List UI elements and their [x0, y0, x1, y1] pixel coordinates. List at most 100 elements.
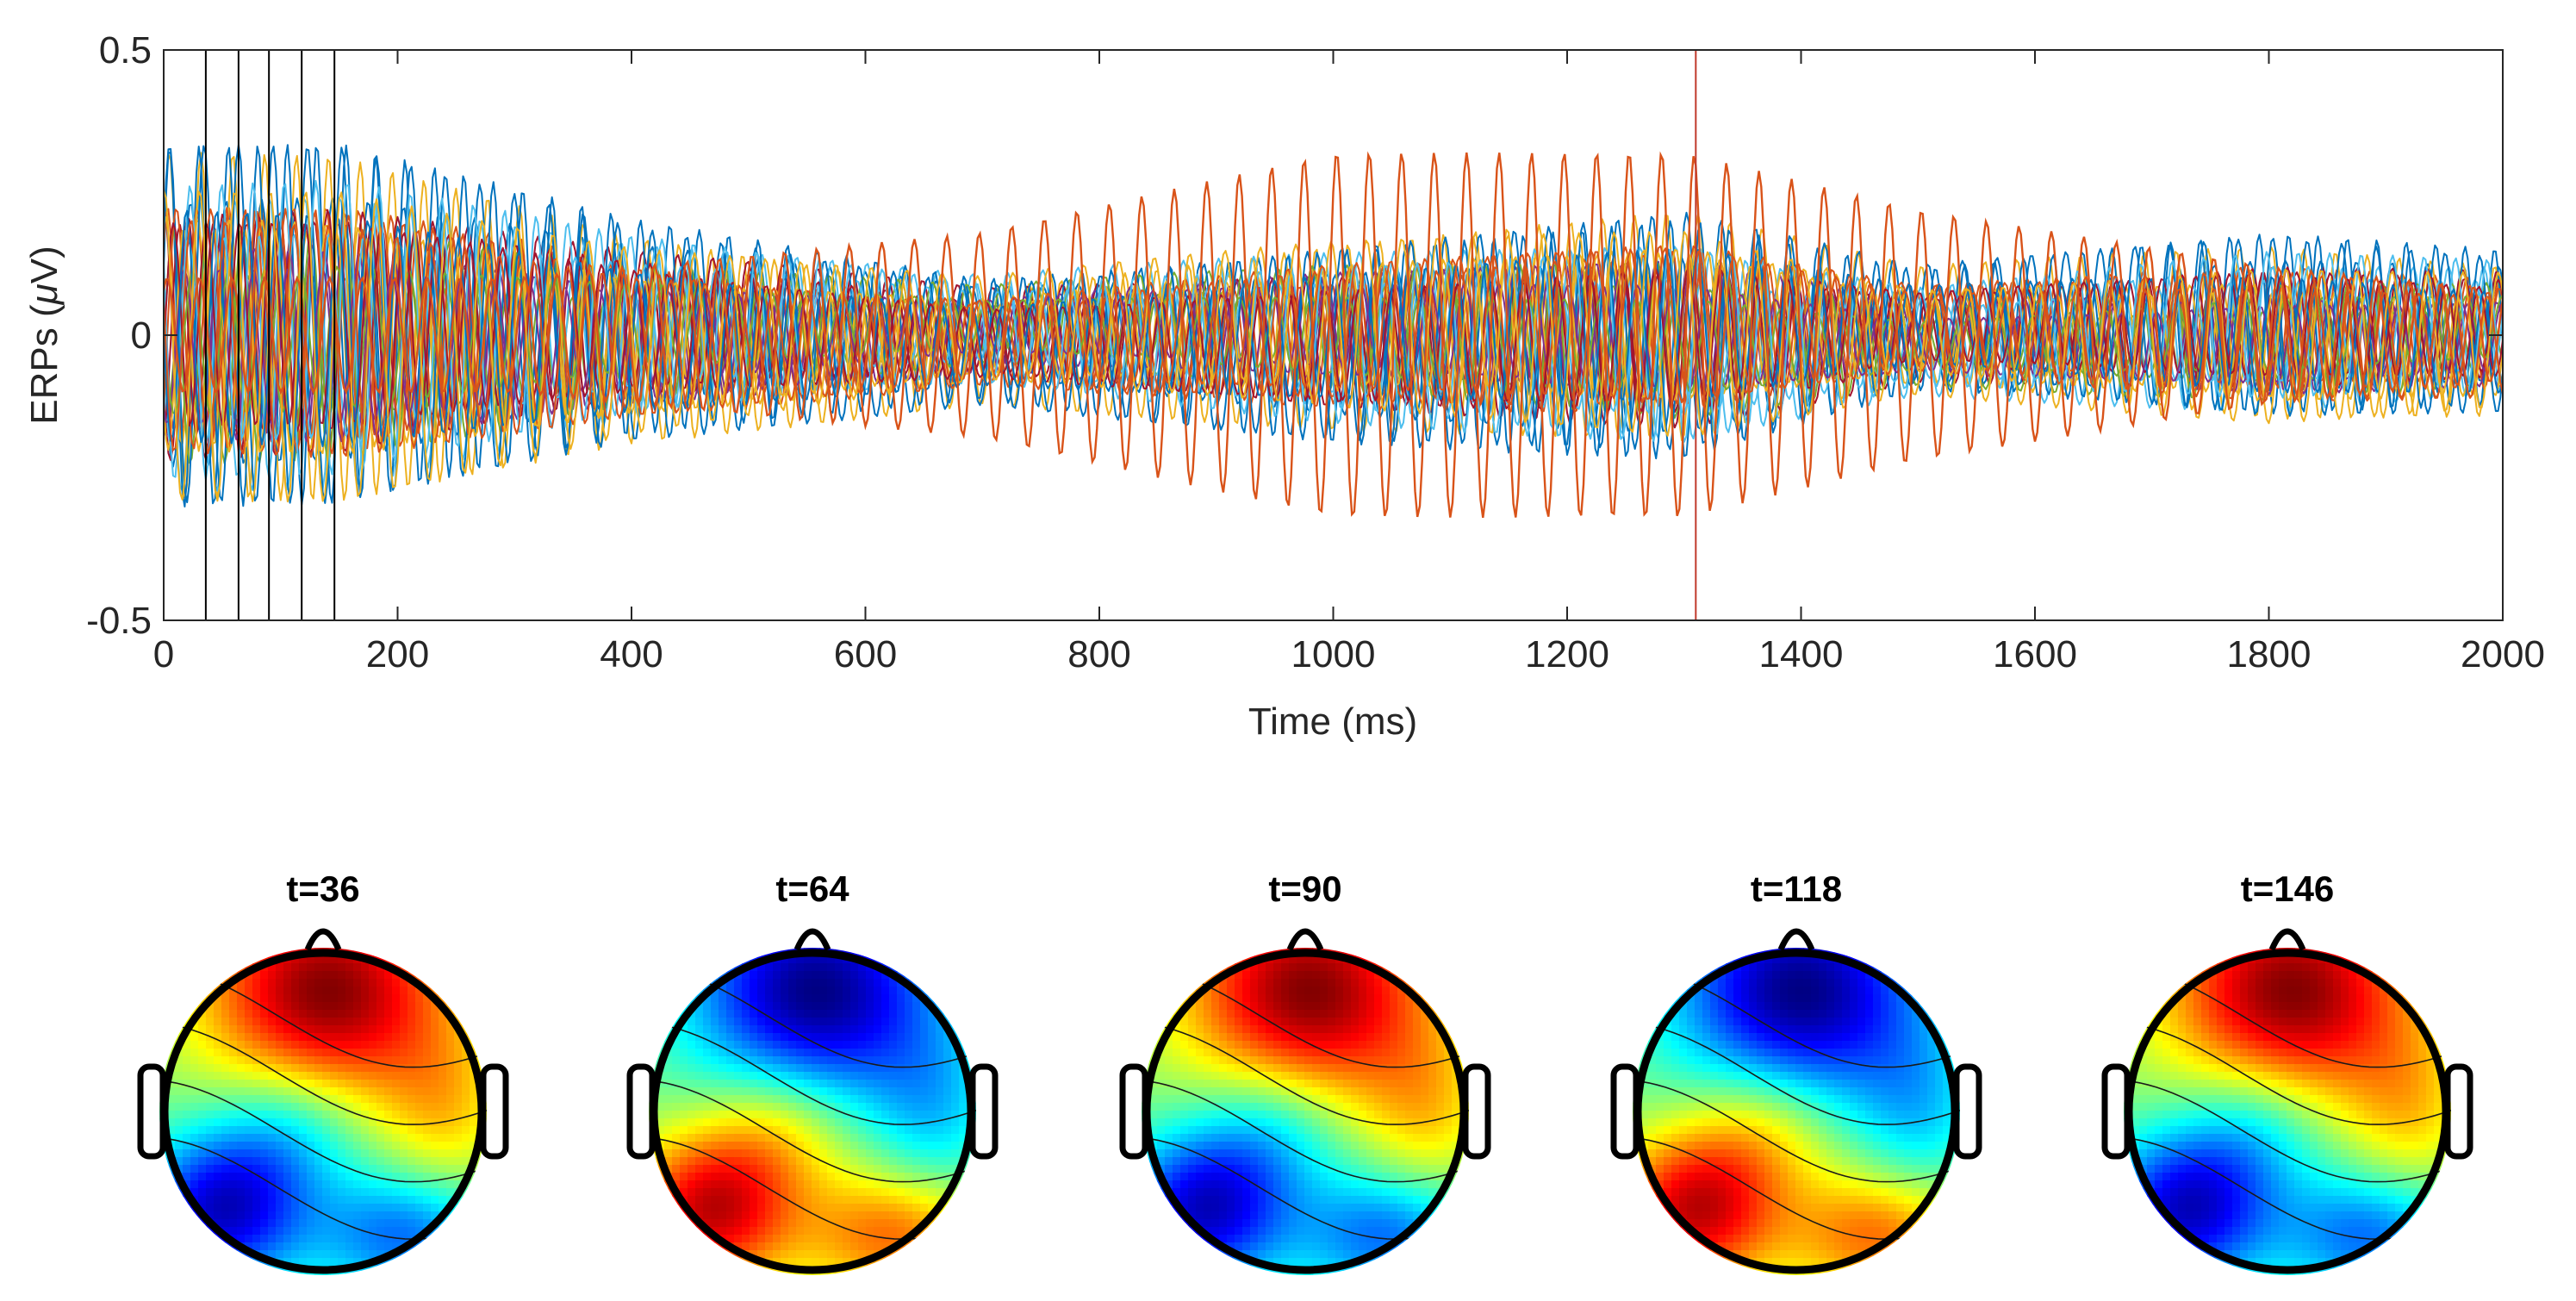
- topo-cell: [1382, 1056, 1391, 1065]
- topo-cell: [214, 1002, 222, 1011]
- topo-cell: [237, 1056, 246, 1065]
- topo-cell: [1281, 1025, 1290, 1034]
- topo-cell: [781, 1002, 789, 1011]
- topo-cell: [1273, 1018, 1282, 1026]
- topo-cell: [1428, 1188, 1437, 1197]
- topo-cell: [796, 1033, 805, 1042]
- topo-cell: [345, 1242, 354, 1251]
- topo-cell: [943, 1041, 952, 1049]
- topo-cell: [462, 1103, 470, 1111]
- topo-cell: [1266, 1157, 1274, 1166]
- topo-cell: [190, 1219, 199, 1228]
- topo-cell: [1335, 1204, 1344, 1212]
- topo-cell: [889, 994, 898, 1003]
- topo-cell: [819, 963, 828, 972]
- topo-cell: [1242, 1242, 1251, 1251]
- topo-cell: [951, 1095, 960, 1104]
- topo-cell: [369, 987, 377, 995]
- topo-cell: [1312, 1095, 1321, 1104]
- topo-cell: [307, 1211, 315, 1220]
- topo-cell: [392, 1002, 401, 1011]
- topo-cell: [245, 1056, 253, 1065]
- topo-cell: [967, 1056, 975, 1065]
- topo-cell: [408, 1018, 416, 1026]
- topo-cell: [928, 1041, 936, 1049]
- topo-cell: [1196, 1142, 1204, 1150]
- topo-cell: [446, 1056, 455, 1065]
- topo-cell: [1320, 1111, 1328, 1119]
- topo-cell: [858, 1025, 867, 1034]
- topo-cell: [1320, 1242, 1328, 1251]
- topo-cell: [1374, 1173, 1383, 1181]
- topo-cell: [415, 1142, 424, 1150]
- topo-cell: [322, 1204, 331, 1212]
- topo-cell: [1896, 994, 1905, 1003]
- topo-cell: [183, 1180, 191, 1189]
- topo-cell: [757, 1157, 766, 1166]
- topo-cell: [229, 1025, 238, 1034]
- topo-cell: [866, 1025, 874, 1034]
- topo-cell: [245, 979, 253, 987]
- topo-cell: [920, 979, 929, 987]
- topo-cell: [943, 1111, 952, 1119]
- topo-cell: [680, 1049, 688, 1057]
- topo-cell: [928, 1018, 936, 1026]
- topo-map-title: t=90: [1268, 868, 1341, 909]
- topo-cell: [1242, 1227, 1251, 1236]
- topo-cell: [1219, 1018, 1228, 1026]
- topo-cell: [198, 1157, 207, 1166]
- topo-cell: [1795, 1010, 1804, 1018]
- topo-cell: [920, 1103, 929, 1111]
- topo-cell: [936, 1103, 944, 1111]
- topo-cell: [1266, 1219, 1274, 1228]
- topo-cell: [268, 971, 277, 980]
- topo-cell: [1227, 1087, 1235, 1096]
- topo-cell: [376, 1010, 385, 1018]
- topo-cell: [1219, 1126, 1228, 1135]
- topo-cell: [812, 1235, 820, 1243]
- topo-cell: [1857, 1002, 1866, 1011]
- topo-cell: [812, 1173, 820, 1181]
- topo-cell: [1304, 1095, 1313, 1104]
- topo-cell: [245, 1111, 253, 1119]
- topo-cell: [1258, 1111, 1266, 1119]
- topo-cell: [1328, 1025, 1336, 1034]
- topo-cell: [1803, 1010, 1812, 1018]
- topo-cell: [1343, 1041, 1352, 1049]
- topo-cell: [750, 1227, 758, 1236]
- topo-cell: [1273, 1118, 1282, 1127]
- topo-cell: [330, 994, 339, 1003]
- topo-cell: [400, 1180, 408, 1189]
- topo-cell: [1413, 1049, 1422, 1057]
- topo-cell: [1726, 987, 1734, 995]
- topo-cell: [214, 1087, 222, 1096]
- topo-cell: [688, 1064, 696, 1073]
- topo-cell: [400, 1025, 408, 1034]
- topo-cell: [330, 1033, 339, 1042]
- topo-cell: [819, 1188, 828, 1197]
- topo-cell: [237, 1258, 246, 1267]
- topo-cell: [912, 1118, 921, 1127]
- topo-cell: [1149, 1049, 1158, 1057]
- topo-cell: [1382, 1041, 1391, 1049]
- topo-cell: [361, 987, 370, 995]
- topo-cell: [1180, 987, 1189, 995]
- topo-cell: [719, 1033, 727, 1042]
- topo-cell: [920, 1211, 929, 1220]
- topo-cell: [905, 1227, 913, 1236]
- topo-cell: [656, 1180, 665, 1189]
- topo-cell: [1405, 994, 1414, 1003]
- topo-cell: [245, 1196, 253, 1205]
- topo-cell: [276, 1180, 284, 1189]
- topo-cell: [1328, 1250, 1336, 1259]
- topo-cell: [376, 1266, 385, 1274]
- axes-group: 0 200 400 600 800 1000 1200 1400 1600 1800 2000-0.…: [86, 29, 2545, 675]
- topo-cell: [1664, 994, 1672, 1003]
- topo-cell: [1227, 1010, 1235, 1018]
- topo-cell: [1250, 1142, 1259, 1150]
- topo-cell: [1219, 1149, 1228, 1158]
- topo-cell: [283, 1165, 292, 1173]
- topo-cell: [1397, 1080, 1406, 1088]
- topo-cell: [1351, 1204, 1360, 1212]
- topo-cell: [843, 948, 851, 956]
